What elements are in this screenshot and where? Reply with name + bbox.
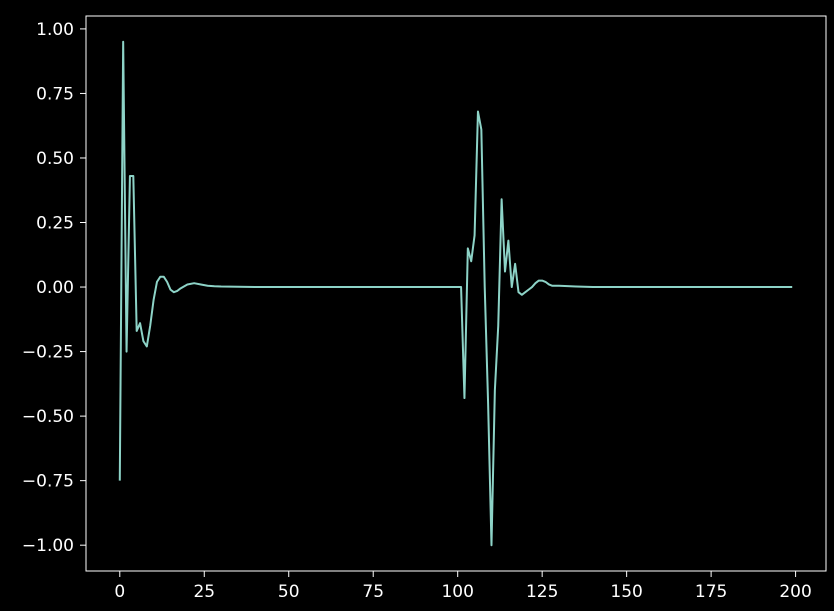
x-tick-label: 175 [695,582,727,602]
y-tick-label: 0.25 [36,214,74,234]
x-tick-label: 25 [193,582,215,602]
x-tick-label: 125 [526,582,558,602]
x-tick-label: 150 [610,582,642,602]
y-tick-label: 0.50 [36,149,74,169]
x-tick-label: 100 [441,582,473,602]
plot-area-frame [85,15,827,572]
x-tick-label: 75 [362,582,384,602]
series-layer [118,40,793,547]
y-tick-label: −1.00 [22,536,74,556]
x-tick-label: 50 [278,582,300,602]
y-tick-label: 0.00 [36,278,74,298]
y-tick-label: 1.00 [36,20,74,40]
y-tick-label: −0.50 [22,407,74,427]
y-tick-label: −0.25 [22,343,74,363]
series-line [118,40,793,547]
x-tick-label: 0 [114,582,125,602]
y-axis: 1.00 0.75 0.50 0.25 0.00 −0.25 −0.50 −0.75 −1.00 [22,20,86,556]
x-axis: 0 25 50 75 100 125 150 175 200 [114,571,812,602]
x-tick-label: 200 [779,582,811,602]
y-tick-label: 0.75 [36,84,74,104]
y-tick-label: −0.75 [22,472,74,492]
